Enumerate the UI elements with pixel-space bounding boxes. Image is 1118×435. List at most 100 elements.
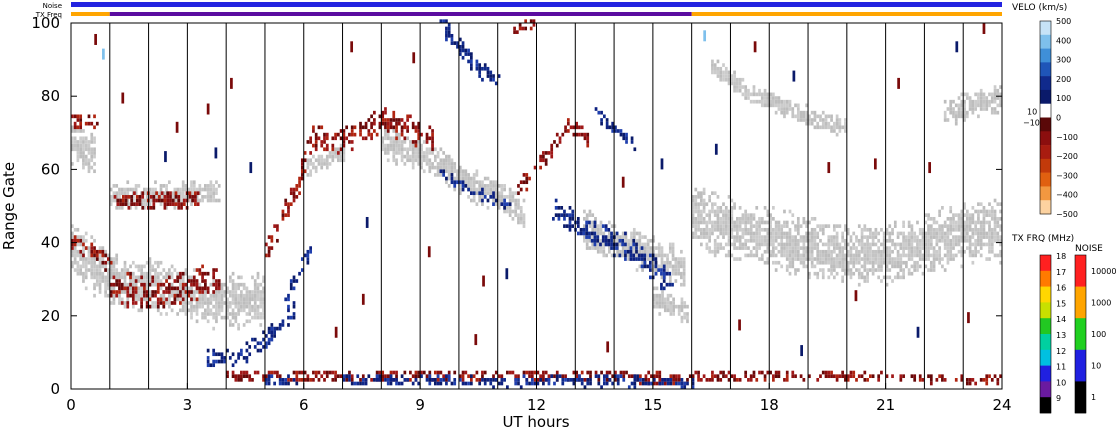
scatter-cell (312, 143, 315, 148)
scatter-cell (586, 140, 590, 144)
scatter-cell (109, 198, 113, 203)
velocity-colorbar: VELO (km/s) 5004003002001000−100−200−300… (1012, 3, 1078, 219)
scatter-cell (874, 253, 878, 258)
scatter-cell (929, 216, 933, 221)
scatter-cell (632, 235, 636, 239)
scatter-cell (671, 253, 675, 258)
scatter-cell (494, 187, 498, 192)
scatter-cell (662, 271, 666, 276)
scatter-cell (508, 213, 512, 217)
scatter-cell (167, 286, 171, 291)
isolated-mark-blue (505, 268, 509, 280)
scatter-cell (515, 30, 519, 34)
scatter-cell (827, 268, 831, 272)
scatter-cell (431, 147, 434, 152)
scatter-cell (749, 231, 753, 236)
scatter-cell (699, 202, 703, 206)
scatter-cell (640, 253, 644, 258)
scatter-cell (758, 92, 761, 97)
scatter-cell (766, 260, 770, 265)
scatter-cell (713, 242, 717, 247)
scatter-cell (979, 378, 983, 382)
scatter-cell (585, 213, 589, 217)
scatter-cell (198, 191, 202, 196)
scatter-cell (204, 195, 207, 199)
scatter-cell (990, 209, 994, 214)
scatter-cell (713, 213, 717, 217)
scatter-cell (869, 253, 872, 258)
scatter-cell (458, 176, 462, 181)
velocity-tick-label: −400 (1056, 191, 1078, 200)
scatter-cell (198, 187, 202, 192)
scatter-cell (971, 242, 975, 247)
scatter-cell (486, 184, 490, 188)
isolated-mark-red (982, 23, 986, 34)
scatter-cell (417, 132, 421, 137)
scatter-cell (957, 238, 961, 243)
scatter-cell (968, 107, 972, 111)
scatter-cell (395, 374, 398, 379)
scatter-cell (478, 180, 482, 185)
scatter-cell (977, 235, 980, 239)
scatter-cell (162, 191, 166, 196)
scatter-cell (447, 173, 451, 177)
scatter-cell (411, 154, 415, 159)
scatter-cell (406, 136, 409, 141)
scatter-cell (744, 231, 748, 236)
scatter-cell (442, 374, 446, 379)
scatter-cell (857, 268, 861, 272)
scatter-cell (863, 268, 867, 272)
scatter-cell (968, 99, 972, 104)
scatter-cell (661, 378, 664, 382)
scatter-cell (151, 268, 155, 272)
scatter-cell (137, 264, 141, 269)
scatter-cell (990, 96, 994, 100)
isolated-mark-red (361, 293, 365, 305)
scatter-cell (974, 253, 978, 258)
scatter-cell (320, 374, 324, 379)
scatter-cell (445, 165, 448, 170)
scatter-cell (431, 162, 434, 166)
scatter-cell (810, 110, 814, 115)
scatter-cell (640, 257, 644, 261)
scatter-cell (716, 246, 720, 250)
scatter-cell (810, 118, 814, 122)
scatter-cell (724, 216, 728, 221)
scatter-cell (918, 249, 922, 254)
scatter-cell (251, 293, 254, 298)
scatter-cell (672, 378, 675, 382)
scatter-cell (447, 23, 451, 27)
scatter-cell (713, 220, 717, 225)
scatter-cell (90, 235, 94, 239)
scatter-cell (799, 246, 803, 250)
scatter-cell (708, 227, 712, 232)
scatter-cell (849, 275, 853, 280)
scatter-cell (554, 198, 558, 203)
scatter-cell (993, 209, 997, 214)
scatter-cell (417, 381, 421, 386)
scatter-cell (741, 242, 745, 247)
scatter-cell (910, 374, 914, 379)
scatter-cell (179, 293, 182, 298)
scatter-cell (561, 374, 565, 379)
scatter-cell (601, 235, 605, 239)
scatter-cell (899, 242, 903, 247)
x-tick-label: 0 (66, 396, 76, 414)
scatter-cell (156, 260, 160, 265)
scatter-cell (245, 356, 249, 360)
scatter-cell (104, 293, 107, 298)
scatter-cell (384, 378, 387, 382)
scatter-cell (492, 198, 495, 203)
scatter-cell (600, 385, 603, 389)
scatter-cell (93, 140, 96, 144)
scatter-cell (107, 257, 110, 261)
scatter-cell (284, 381, 288, 386)
scatter-cell (785, 246, 789, 250)
scatter-cell (234, 290, 238, 294)
scatter-cell (192, 308, 196, 313)
scatter-cell (359, 125, 362, 130)
scatter-cell (206, 198, 210, 203)
scatter-cell (999, 99, 1002, 104)
scatter-cell (201, 301, 204, 305)
noise-bar-label: Noise (43, 2, 62, 10)
